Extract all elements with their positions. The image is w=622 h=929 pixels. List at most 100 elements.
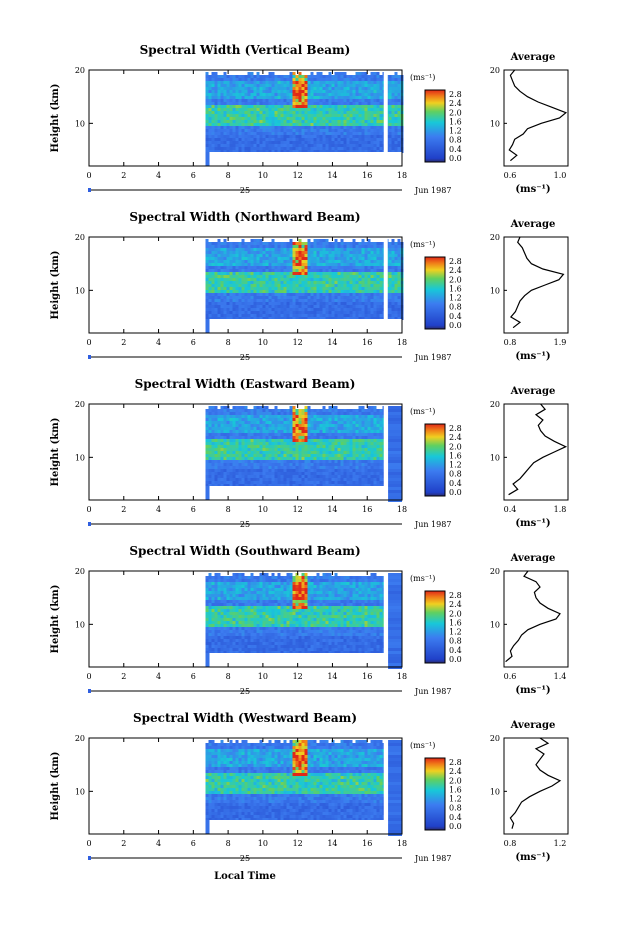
heatmap-cell [214, 445, 218, 448]
heatmap-cell [328, 278, 332, 281]
heatmap-cell [358, 242, 362, 245]
heatmap-cell [292, 317, 296, 320]
heatmap-cell [298, 475, 302, 478]
heatmap-cell [379, 87, 383, 90]
heatmap-cell [229, 293, 233, 296]
heatmap-cell [292, 278, 296, 281]
heatmap-cell [349, 138, 353, 141]
heatmap-cell [208, 135, 212, 138]
heatmap-cell [265, 245, 269, 248]
heatmap-cell [328, 123, 332, 126]
heatmap-cell [346, 466, 350, 469]
heatmap-cell [229, 93, 233, 96]
heatmap-cell [214, 269, 218, 272]
heatmap-cell [337, 251, 341, 254]
heatmap-cell [394, 84, 398, 87]
heatmap-cell [391, 123, 395, 126]
heatmap-cell [205, 448, 209, 451]
heatmap-cell [226, 266, 230, 269]
heatmap-cell [238, 460, 242, 463]
heatmap-cell [223, 141, 227, 144]
heatmap-cell [226, 433, 230, 436]
heatmap-cell [331, 263, 335, 266]
heatmap-cell [223, 99, 227, 102]
heatmap-cell [256, 144, 260, 147]
heatmap-cell [334, 278, 338, 281]
heatmap-cell [283, 424, 287, 427]
heatmap-cell [331, 105, 335, 108]
heatmap-cell [220, 293, 224, 296]
heatmap-cell [331, 90, 335, 93]
heatmap-cell [316, 454, 320, 457]
heatmap-cell [205, 257, 209, 260]
heatmap-cell [316, 314, 320, 317]
heatmap-cell [388, 99, 392, 102]
heatmap-cell [250, 469, 254, 472]
heatmap-cell [301, 90, 305, 93]
heatmap-cell [241, 454, 245, 457]
heatmap-cell [232, 90, 236, 93]
heatmap-cell [340, 278, 344, 281]
heatmap-cell [301, 415, 305, 418]
heatmap-cell [265, 430, 269, 433]
heatmap-cell [313, 251, 317, 254]
heatmap-cell [319, 409, 323, 412]
heatmap-cell [361, 272, 365, 275]
heatmap-cell [334, 81, 338, 84]
heatmap-cell [211, 120, 215, 123]
heatmap-cell [208, 296, 212, 299]
heatmap-cell [352, 311, 356, 314]
heatmap-cell [238, 451, 242, 454]
heatmap-cell [244, 451, 248, 454]
heatmap-cell [310, 257, 314, 260]
heatmap-cell [328, 451, 332, 454]
heatmap-cell [367, 281, 371, 284]
heatmap-cell [307, 135, 311, 138]
heatmap-cell [223, 412, 227, 415]
heatmap-cell [307, 275, 311, 278]
heatmap-cell [238, 436, 242, 439]
heatmap-cell [337, 275, 341, 278]
heatmap-cell [376, 99, 380, 102]
heatmap-cell [346, 451, 350, 454]
heatmap-cell [286, 78, 290, 81]
heatmap-cell [208, 99, 212, 102]
heatmap-cell [391, 275, 395, 278]
heatmap-cell [271, 305, 275, 308]
heatmap-cell [313, 466, 317, 469]
heatmap-cell [307, 469, 311, 472]
heatmap-cell [301, 108, 305, 111]
heatmap-cell [241, 96, 245, 99]
heatmap-cell [355, 138, 359, 141]
heatmap-cell [247, 281, 251, 284]
heatmap-cell [337, 442, 341, 445]
heatmap-cell [244, 281, 248, 284]
heatmap-cell [397, 141, 401, 144]
heatmap-cell [337, 266, 341, 269]
heatmap-cell [328, 120, 332, 123]
heatmap-cell [346, 439, 350, 442]
heatmap-cell [316, 445, 320, 448]
heatmap-cell [286, 442, 290, 445]
heatmap-cell [265, 284, 269, 287]
heatmap-cell [232, 254, 236, 257]
heatmap-cell [205, 466, 209, 469]
heatmap-cell [256, 478, 260, 481]
heatmap-cell [358, 102, 362, 105]
heatmap-cell [310, 421, 314, 424]
heatmap-cell [346, 102, 350, 105]
average-x-tick-label: 0.6 [504, 171, 517, 180]
heatmap-cell [349, 248, 353, 251]
heatmap-cell [262, 448, 266, 451]
heatmap-cell [268, 409, 272, 412]
heatmap-cell [358, 442, 362, 445]
heatmap-cell [214, 448, 218, 451]
heatmap-cell [364, 311, 368, 314]
heatmap-cell [220, 296, 224, 299]
heatmap-cell [328, 415, 332, 418]
heatmap-cell [349, 427, 353, 430]
heatmap-cell [283, 141, 287, 144]
heatmap-cell [292, 108, 296, 111]
heatmap-cell [319, 132, 323, 135]
heatmap-cell [265, 90, 269, 93]
